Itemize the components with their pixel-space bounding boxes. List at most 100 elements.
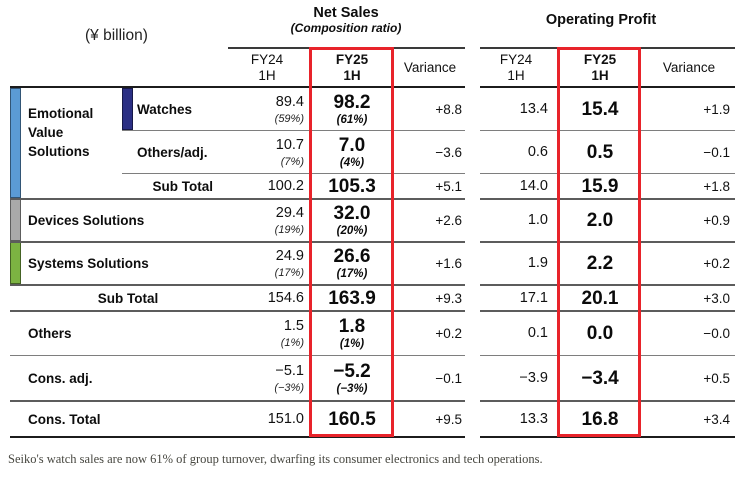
cell-ns-variance: −3.6 <box>398 131 462 174</box>
value: 2.0 <box>586 210 614 231</box>
cell-ns-fy24: 154.6 <box>230 285 304 311</box>
composition-ratio: (−3%) <box>336 383 368 395</box>
cell-op-variance: +3.0 <box>648 285 730 311</box>
value: 7.0 <box>338 135 366 156</box>
rule <box>480 130 735 131</box>
cell-op-fy25: 2.2 <box>560 242 640 285</box>
value: −0.1 <box>703 145 730 160</box>
value: 20.1 <box>581 287 619 309</box>
cell-op-fy25: 0.5 <box>560 131 640 174</box>
value: 0.5 <box>586 142 614 163</box>
value: +1.6 <box>435 256 462 271</box>
rule <box>480 400 735 402</box>
col-header-op-fy25: FY25 1H <box>583 52 617 83</box>
value: 0.1 <box>527 325 548 341</box>
value: 2.2 <box>586 253 614 274</box>
value: −5.1 <box>275 363 304 379</box>
composition-ratio: (20%) <box>336 225 368 237</box>
row-label: Others/adj. <box>137 145 208 160</box>
composition-ratio: (59%) <box>274 113 304 125</box>
rule <box>480 173 735 174</box>
composition-ratio: (17%) <box>274 267 304 279</box>
value: 16.8 <box>581 408 619 430</box>
unit-label: (¥ billion) <box>85 27 148 44</box>
rule <box>480 241 735 243</box>
rule <box>10 284 465 286</box>
col-header-op-fy24: FY24 1H <box>499 52 533 83</box>
cell-ns-variance: −0.1 <box>398 356 462 401</box>
cell-op-fy24: 14.0 <box>484 174 548 199</box>
value: +2.6 <box>435 213 462 228</box>
col-header-op-variance: Variance <box>662 60 716 75</box>
value: 15.4 <box>581 99 619 120</box>
row-label: Cons. Total <box>28 411 101 427</box>
value: +5.1 <box>435 179 462 194</box>
cell-ns-fy25: 7.0 (4%) <box>312 131 392 174</box>
composition-ratio: (1%) <box>280 337 304 349</box>
value: 1.9 <box>527 255 548 271</box>
cell-op-fy24: 13.3 <box>484 401 548 437</box>
cell-ns-fy25: 32.0 (20%) <box>312 199 392 242</box>
value: 10.7 <box>275 137 304 153</box>
cell-ns-variance: +8.8 <box>398 88 462 131</box>
cell-ns-fy24: −5.1 (−3%) <box>230 356 304 401</box>
row-label: Devices Solutions <box>28 213 145 228</box>
rule <box>480 86 735 88</box>
value: 17.1 <box>519 289 548 306</box>
row-label: Systems Solutions <box>28 256 149 271</box>
table-row: Sub Total 100.2 105.3 +5.1 14.0 15.9 +1.… <box>0 174 738 199</box>
cell-ns-fy24: 151.0 <box>230 401 304 437</box>
cell-op-variance: +0.5 <box>648 356 730 401</box>
cell-op-fy24: 17.1 <box>484 285 548 311</box>
row-label: Watches <box>137 102 193 117</box>
watches-color-bar <box>122 88 133 130</box>
table-row: Devices Solutions 29.4 (19%) 32.0 (20%) +2… <box>0 199 738 242</box>
cell-ns-variance: +9.3 <box>398 285 462 311</box>
value: 14.0 <box>519 178 548 194</box>
cell-ns-fy24: 100.2 <box>230 174 304 199</box>
cell-ns-variance: +1.6 <box>398 242 462 285</box>
cell-op-fy24: 0.6 <box>484 131 548 174</box>
value: +0.2 <box>703 256 730 271</box>
group-label-emotional-value-solutions: Emotional Value Solutions <box>28 106 94 159</box>
emotional-value-solutions-color-bar <box>10 88 21 198</box>
cell-op-fy25: 2.0 <box>560 199 640 242</box>
rule <box>480 284 735 286</box>
table-row: Others/adj. 10.7 (7%) 7.0 (4%) −3.6 0.6 0.… <box>0 131 738 174</box>
value: +1.9 <box>703 102 730 117</box>
value: 154.6 <box>267 289 304 306</box>
cell-ns-fy25: 1.8 (1%) <box>312 311 392 356</box>
table-row: Others 1.5 (1%) 1.8 (1%) +0.2 0.1 0.0 −0.0 <box>0 311 738 356</box>
caption: Seiko's watch sales are now 61% of group… <box>8 452 543 466</box>
rule <box>10 355 465 356</box>
value: 0.0 <box>586 323 614 344</box>
value: −5.2 <box>333 361 371 382</box>
value: 24.9 <box>275 248 304 264</box>
fy25-highlight-box-net-sales <box>309 47 394 437</box>
cell-op-variance: +1.9 <box>648 88 730 131</box>
value: +0.5 <box>703 371 730 386</box>
composition-ratio: (17%) <box>336 268 368 280</box>
value: −0.1 <box>435 371 462 386</box>
cell-op-fy24: −3.9 <box>484 356 548 401</box>
value: 13.4 <box>519 101 548 117</box>
value: +9.3 <box>435 290 462 306</box>
fy25-highlight-box-operating-profit <box>557 47 641 437</box>
value: 13.3 <box>519 410 548 427</box>
cell-op-variance: −0.0 <box>648 311 730 356</box>
value: 32.0 <box>333 203 371 224</box>
col-header-ns-fy24: FY24 1H <box>250 52 284 83</box>
composition-ratio: (19%) <box>274 224 304 236</box>
rule <box>10 400 465 402</box>
value: +9.5 <box>435 411 462 427</box>
col-header-ns-fy25: FY25 1H <box>335 52 369 83</box>
row-label: Sub Total <box>152 179 214 194</box>
cell-ns-variance: +0.2 <box>398 311 462 356</box>
row-label: Cons. adj. <box>28 371 93 386</box>
value: −0.0 <box>703 326 730 341</box>
cell-ns-variance: +2.6 <box>398 199 462 242</box>
table-row: Sub Total 154.6 163.9 +9.3 17.1 20.1 +3.… <box>0 285 738 311</box>
cell-ns-fy25: 105.3 <box>312 174 392 199</box>
operating-profit-title: Operating Profit <box>545 12 657 28</box>
